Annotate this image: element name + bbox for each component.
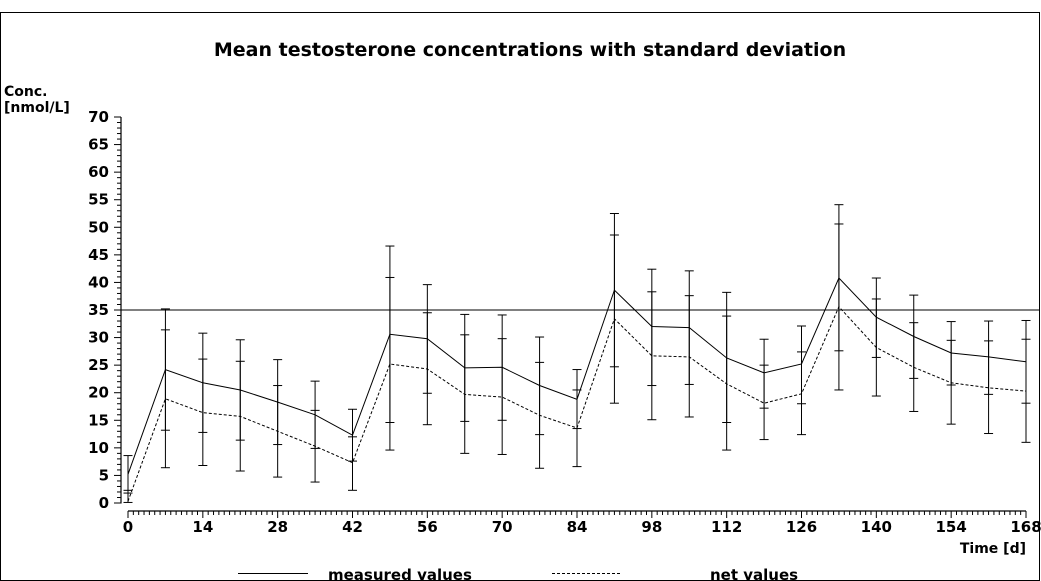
x-tick-label: 126 (786, 518, 817, 536)
y-tick-label: 45 (88, 246, 109, 264)
legend-label-net: net values (710, 566, 798, 581)
series-line-measured-values (127, 277, 1027, 475)
error-bars (123, 204, 1031, 503)
legend: measured values net values (238, 566, 798, 581)
chart-title: Mean testosterone concentrations with st… (214, 39, 846, 61)
y-tick-label: 55 (88, 191, 109, 209)
y-tick-label: 35 (88, 301, 109, 319)
y-axis-label-line1: Conc. (4, 84, 47, 100)
x-tick-label: 140 (861, 518, 892, 536)
x-tick-label: 0 (123, 518, 133, 536)
y-tick-label: 30 (88, 329, 109, 347)
y-tick-label: 40 (88, 273, 109, 291)
y-tick-label: 50 (88, 218, 109, 236)
y-tick-label: 20 (88, 384, 109, 402)
x-tick-label: 42 (342, 518, 363, 536)
x-tick-label: 154 (936, 518, 967, 536)
x-tick-label: 70 (492, 518, 513, 536)
x-tick-label: 56 (417, 518, 438, 536)
chart-frame (0, 12, 1040, 581)
y-axis-label-line2: [nmol/L] (4, 100, 70, 116)
x-tick-label: 112 (711, 518, 742, 536)
y-tick-label: 25 (88, 356, 109, 374)
axes: 0 5 10 15 20 25 30 35 40 45 50 55 60 65 70 0 14 28 42 56 70 8… (88, 108, 1041, 536)
x-tick-label: 84 (567, 518, 588, 536)
series-lines (127, 277, 1027, 502)
x-axis-label: Time [d] (960, 541, 1026, 557)
x-tick-label: 28 (267, 518, 288, 536)
x-tick-label: 14 (192, 518, 213, 536)
y-tick-label: 15 (88, 411, 109, 429)
x-tick-label: 168 (1010, 518, 1041, 536)
y-tick-label: 5 (99, 466, 109, 484)
y-tick-label: 70 (88, 108, 109, 126)
x-tick-label: 98 (641, 518, 662, 536)
legend-label-measured: measured values (328, 566, 472, 581)
y-tick-label: 65 (88, 136, 109, 154)
series-line-net-values (127, 305, 1027, 502)
y-tick-label: 10 (88, 439, 109, 457)
y-tick-label: 60 (88, 163, 109, 181)
y-tick-label: 0 (99, 494, 109, 512)
